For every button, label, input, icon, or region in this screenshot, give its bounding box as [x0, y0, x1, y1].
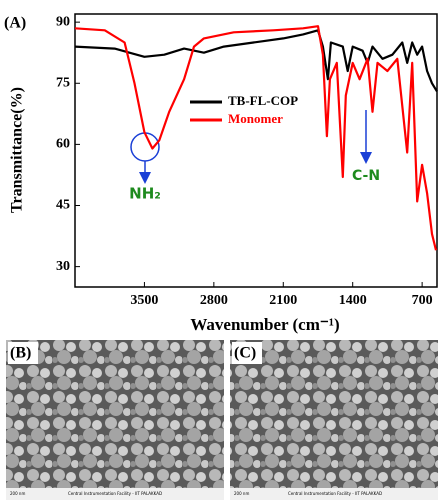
line-series [74, 29, 438, 92]
legend-label: Monomer [228, 111, 283, 126]
x-tick-label: 1400 [339, 293, 367, 308]
y-tick-label: 60 [56, 137, 70, 152]
x-tick-label: 700 [412, 293, 433, 308]
y-axis-label: Transmittance(%) [9, 87, 26, 213]
y-tick-label: 30 [56, 259, 70, 274]
x-axis-label: Wavenumber (cm⁻¹) [190, 315, 339, 334]
panel-label: (C) [234, 345, 256, 362]
panel-label: (B) [10, 345, 31, 362]
plot-frame [74, 13, 438, 288]
sem-image [230, 340, 438, 495]
annotation: C-N [352, 168, 380, 184]
x-tick-label: 3500 [130, 293, 158, 308]
sem-image [6, 340, 224, 495]
x-tick-label: 2800 [200, 293, 228, 308]
line-series [74, 25, 438, 251]
legend-label: TB-FL-COP [228, 93, 298, 108]
label-box [232, 342, 262, 364]
panel-label: (A) [4, 15, 26, 32]
image-footer: Central Instrumentation Facility - IIT P… [288, 491, 382, 496]
image-footer-bar [6, 488, 224, 500]
scale-label: 200 nm [234, 491, 249, 496]
scale-label: 200 nm [10, 491, 25, 496]
label-box [8, 342, 38, 364]
image-footer-bar [230, 488, 438, 500]
y-tick-label: 45 [56, 198, 70, 213]
y-tick-label: 75 [56, 75, 70, 90]
image-footer: Central Instrumentation Facility - IIT P… [68, 491, 162, 496]
x-tick-label: 2100 [269, 293, 297, 308]
annotation: NH₂ [129, 185, 161, 203]
y-tick-label: 90 [56, 14, 70, 29]
